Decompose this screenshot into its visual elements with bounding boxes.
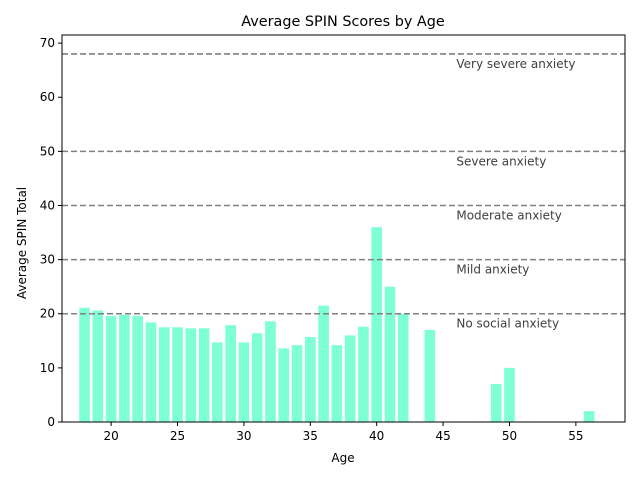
chart-title: Average SPIN Scores by Age: [241, 14, 445, 30]
bar-age-20: [105, 315, 117, 422]
bar-age-22: [132, 315, 143, 422]
bar-age-18: [79, 307, 90, 422]
x-tick-label: 55: [568, 429, 583, 443]
threshold-lines-group: Very severe anxiety Severe anxiety Moderat…: [62, 53, 625, 331]
bar-age-42: [397, 313, 409, 422]
bar-age-26: [185, 328, 197, 422]
threshold-label: Moderate anxiety: [456, 208, 561, 222]
bar-age-36: [318, 305, 329, 422]
bar-age-32: [265, 321, 276, 422]
y-tick-label: 50: [40, 144, 55, 158]
y-tick-label: 70: [40, 36, 55, 50]
bar-age-39: [358, 326, 369, 422]
x-axis-label: Age: [331, 451, 354, 465]
bars-group: [79, 227, 595, 422]
bar-age-40: [371, 227, 383, 422]
bar-age-50: [504, 367, 515, 422]
bar-age-19: [92, 310, 104, 422]
bar-age-28: [212, 342, 223, 422]
y-tick-label: 60: [40, 90, 55, 104]
y-tick-label: 30: [40, 253, 55, 267]
bar-age-23: [145, 322, 157, 422]
x-tick-label: 50: [502, 429, 517, 443]
y-tick-label: 20: [40, 307, 55, 321]
bar-age-49: [490, 384, 502, 422]
bar-age-35: [304, 337, 316, 422]
bar-age-37: [331, 345, 343, 422]
bar-age-27: [198, 328, 210, 422]
y-tick-label: 10: [40, 361, 55, 375]
threshold-label: No social anxiety: [456, 317, 559, 331]
threshold-label: Severe anxiety: [456, 154, 546, 168]
x-tick-label: 30: [236, 429, 251, 443]
bar-age-24: [158, 327, 170, 422]
plot-frame: [61, 34, 626, 423]
x-axis: 20 25 30 35 40 45 50 55: [103, 422, 584, 443]
x-tick-label: 40: [369, 429, 384, 443]
bar-age-56: [583, 411, 595, 422]
bar-age-44: [424, 329, 436, 422]
threshold-label: Mild anxiety: [456, 263, 529, 277]
threshold-label: Very severe anxiety: [456, 57, 575, 71]
bar-age-30: [238, 342, 250, 422]
bar-age-25: [172, 327, 183, 422]
y-axis-label: Average SPIN Total: [15, 187, 29, 299]
bar-age-41: [384, 286, 396, 422]
x-tick-label: 35: [303, 429, 318, 443]
bar-age-21: [119, 314, 130, 422]
bar-age-29: [225, 325, 236, 422]
x-tick-label: 25: [170, 429, 185, 443]
x-tick-label: 20: [103, 429, 118, 443]
bar-age-38: [344, 335, 356, 422]
y-axis: 0 10 20 30 40 50 60 70: [40, 36, 62, 429]
x-tick-label: 45: [435, 429, 450, 443]
y-tick-label: 0: [47, 415, 55, 429]
bar-age-34: [291, 345, 303, 422]
bar-age-31: [251, 333, 263, 422]
bar-age-33: [278, 348, 290, 422]
y-tick-label: 40: [40, 198, 55, 212]
